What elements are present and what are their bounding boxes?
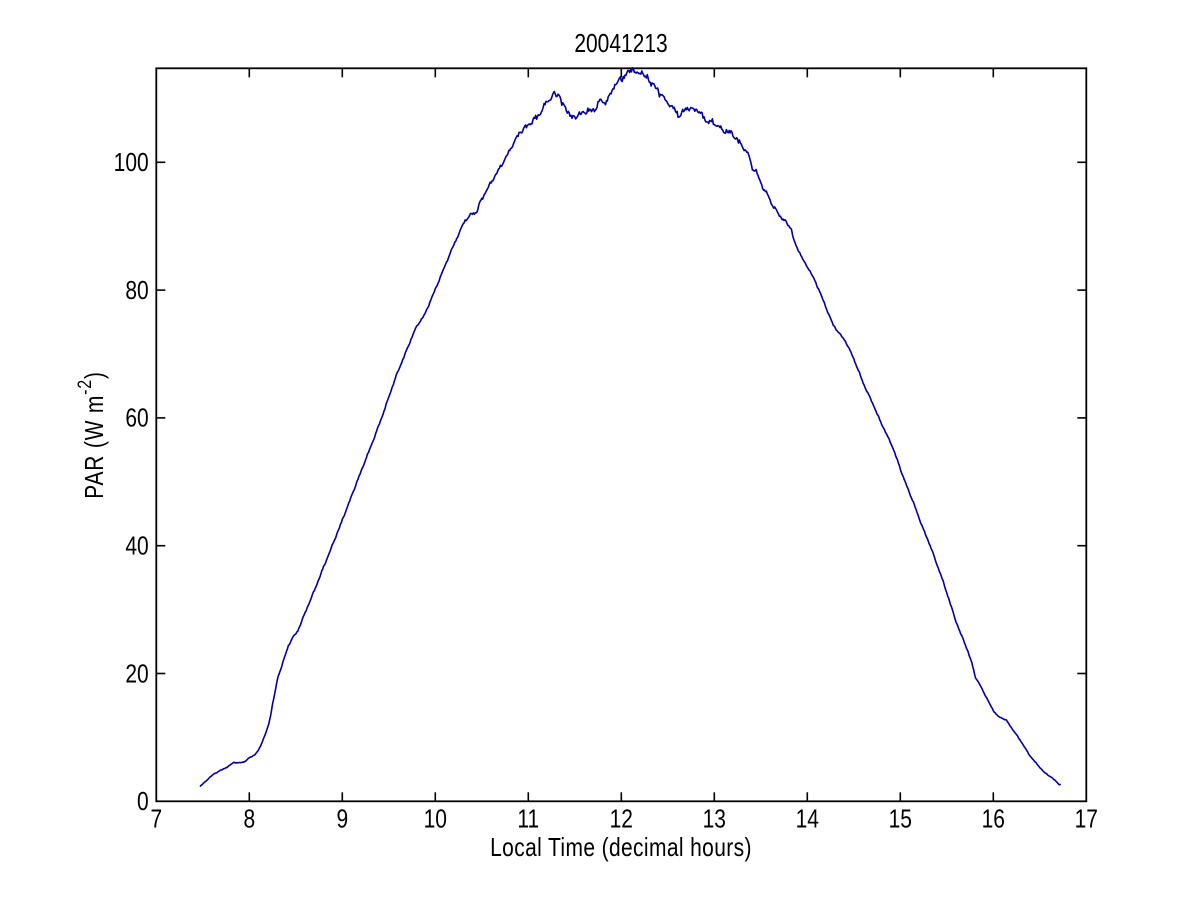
svg-text:60: 60 (125, 404, 148, 432)
svg-text:8: 8 (243, 804, 255, 832)
svg-text:13: 13 (703, 804, 726, 832)
svg-text:0: 0 (137, 787, 149, 815)
svg-text:PAR (W m-2): PAR (W m-2) (73, 371, 108, 499)
svg-text:14: 14 (796, 804, 819, 832)
svg-text:20: 20 (125, 659, 148, 687)
svg-text:15: 15 (889, 804, 912, 832)
svg-text:100: 100 (114, 148, 149, 176)
svg-text:12: 12 (610, 804, 633, 832)
svg-text:7: 7 (150, 804, 162, 832)
svg-text:40: 40 (125, 532, 148, 560)
svg-text:9: 9 (336, 804, 348, 832)
svg-text:Local Time (decimal hours): Local Time (decimal hours) (490, 833, 752, 861)
svg-text:17: 17 (1075, 804, 1098, 832)
svg-text:10: 10 (424, 804, 447, 832)
svg-text:16: 16 (982, 804, 1005, 832)
svg-text:11: 11 (517, 804, 539, 832)
svg-text:20041213: 20041213 (574, 29, 667, 57)
svg-text:80: 80 (125, 276, 148, 304)
